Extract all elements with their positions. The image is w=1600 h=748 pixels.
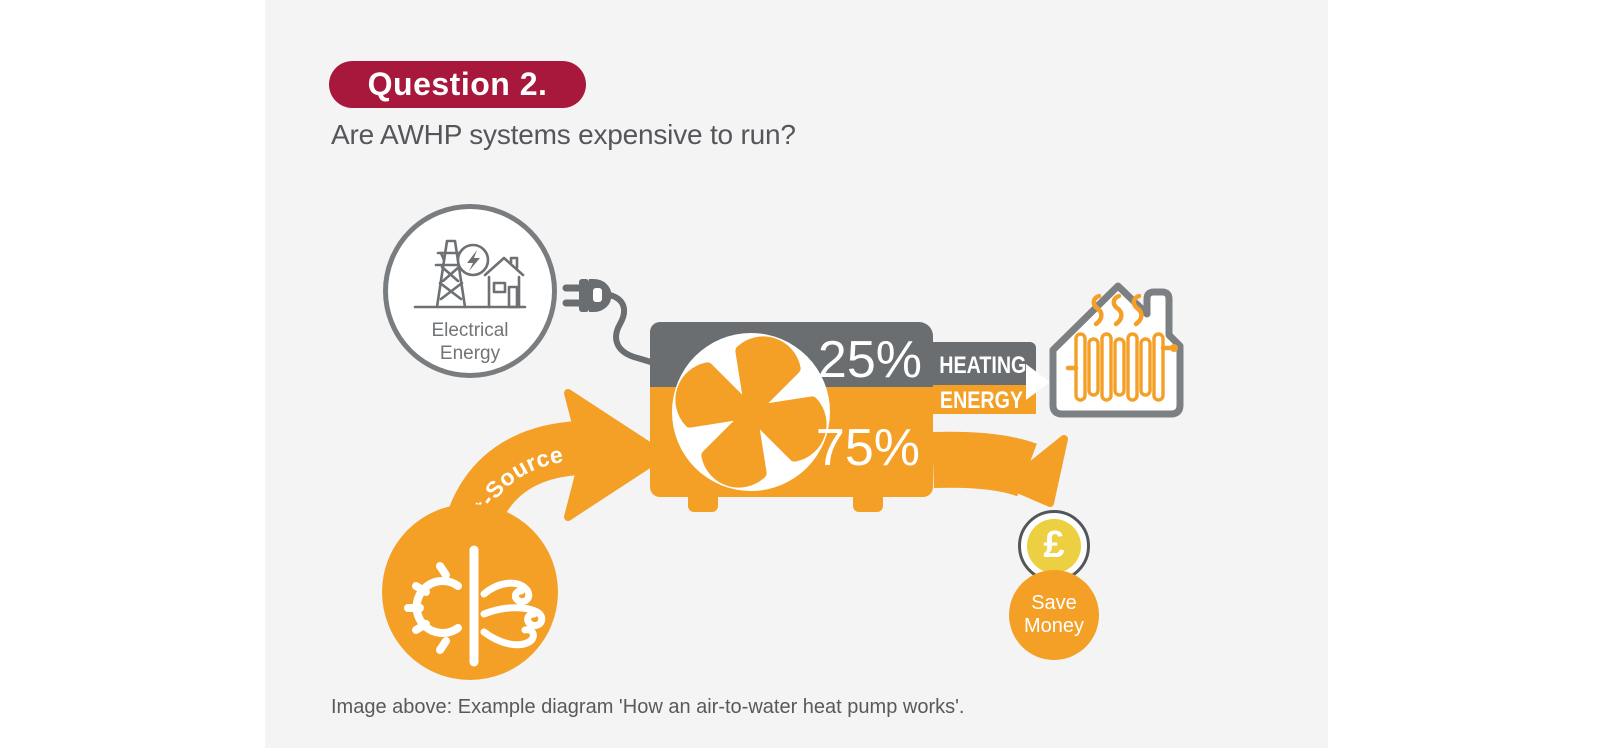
- radiator-icon: [1065, 332, 1178, 402]
- save-money-badge: Save Money: [1009, 570, 1099, 660]
- output-arrow-icon: [1026, 364, 1050, 400]
- heat-waves-icon: [1091, 293, 1144, 327]
- sun-wind-icon: [404, 545, 546, 667]
- heating-label: HEATING: [939, 352, 1027, 379]
- energy-label: ENERGY: [939, 387, 1024, 414]
- house-icon: [1049, 282, 1184, 418]
- image-caption: Image above: Example diagram 'How an air…: [331, 696, 965, 718]
- electrical-energy-node: Electrical Energy: [383, 204, 557, 378]
- power-grid-icon: [413, 239, 527, 309]
- savings-arrow: [932, 431, 1068, 507]
- pound-symbol: £: [1027, 519, 1081, 573]
- air-share-value: 75%: [815, 419, 920, 477]
- plug-icon: [562, 279, 661, 368]
- question-heading: Are AWHP systems expensive to run?: [331, 119, 796, 150]
- unit-foot-left: [688, 495, 718, 512]
- question-badge-label: Question 2.: [367, 66, 548, 102]
- air-source-node: [382, 504, 558, 680]
- power-cable: [608, 292, 661, 368]
- fan-icon: [672, 333, 830, 491]
- electrical-energy-label: Electrical Energy: [431, 320, 509, 364]
- heating-energy-band-orange: [933, 385, 1036, 414]
- question-badge: Question 2.: [329, 61, 586, 108]
- electric-share-value: 25%: [817, 331, 922, 389]
- unit-foot-right: [853, 495, 883, 512]
- heating-energy-band-gray: [920, 342, 1036, 385]
- save-money-label: Save Money: [1023, 592, 1085, 637]
